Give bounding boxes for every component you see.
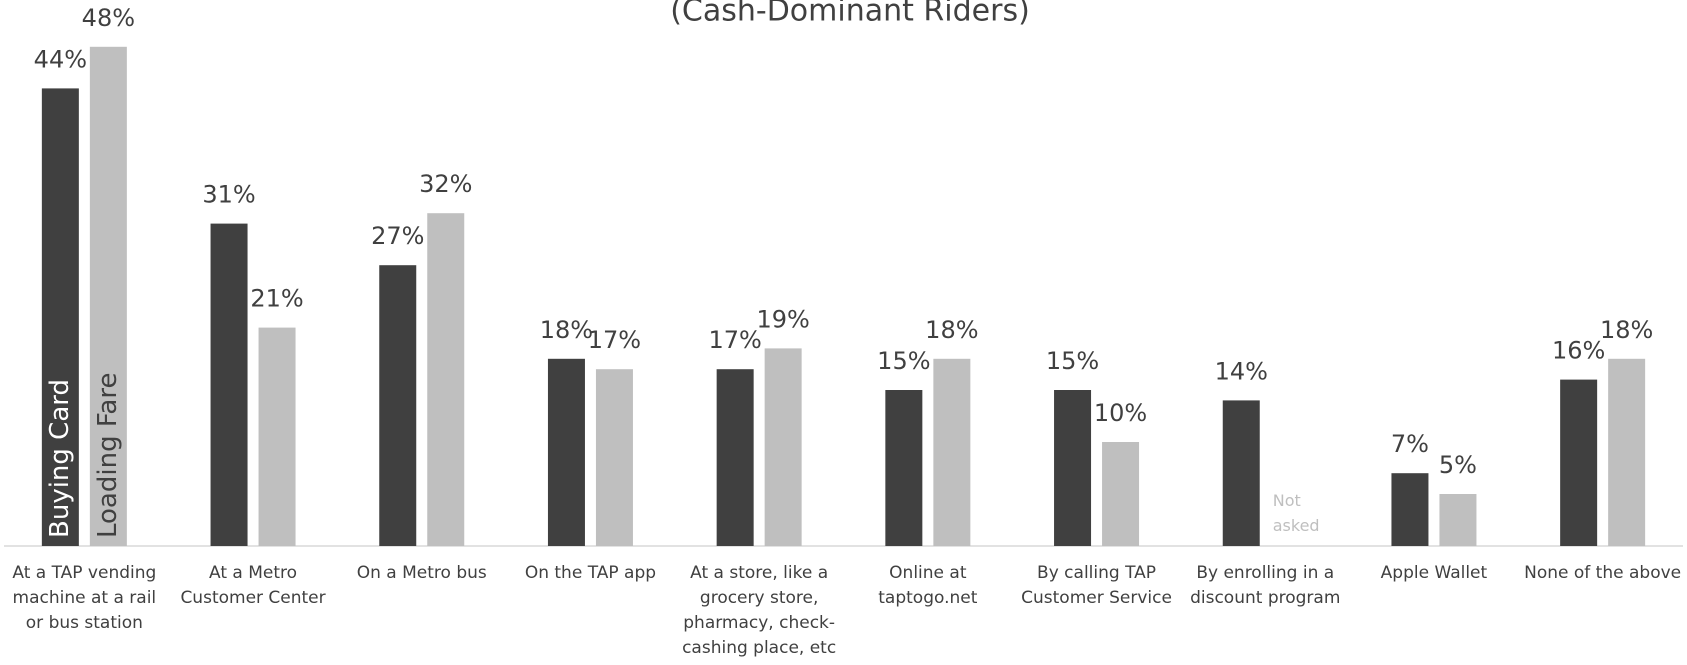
data-label: 18% [1600, 316, 1653, 344]
bar [933, 358, 971, 546]
data-label: 17% [588, 326, 641, 354]
x-tick-label: At a store, like a grocery store, pharma… [682, 563, 837, 658]
bar [716, 369, 754, 546]
data-label: 5% [1439, 451, 1477, 479]
data-label: 44% [34, 45, 87, 73]
annotation: Not asked [1272, 491, 1320, 535]
data-label: 31% [202, 181, 255, 209]
data-label: 19% [756, 305, 809, 333]
data-label: 48% [82, 4, 135, 32]
bar [885, 390, 923, 546]
bar [210, 223, 248, 546]
bar [1054, 390, 1092, 546]
bar [258, 327, 296, 546]
legend-label: Buying Card [45, 379, 75, 538]
bar [379, 265, 417, 546]
data-label: 15% [1046, 347, 1099, 375]
x-tick-label: Online at taptogo.net [878, 563, 978, 608]
data-label: 17% [708, 326, 761, 354]
bar [595, 369, 633, 546]
x-tick-label: By enrolling in a discount program [1190, 563, 1341, 608]
x-tick-label: At a TAP vending machine at a rail or bu… [12, 563, 157, 633]
data-label: 10% [1094, 399, 1147, 427]
bar [1560, 379, 1598, 546]
x-tick-label: At a Metro Customer Center [180, 563, 326, 608]
legend-label: Loading Fare [93, 373, 123, 538]
chart-title: (Cash-Dominant Riders) [670, 0, 1030, 29]
data-label: 27% [371, 222, 424, 250]
data-label: 15% [877, 347, 930, 375]
x-tick-label: By calling TAP Customer Service [1021, 563, 1172, 608]
data-label: 18% [925, 316, 978, 344]
x-tick-label: On a Metro bus [356, 563, 487, 583]
bar [764, 348, 802, 546]
x-tick-label: None of the above [1524, 563, 1682, 583]
bar [1102, 442, 1140, 546]
x-tick-label: On the TAP app [524, 563, 657, 583]
data-label: 18% [540, 316, 593, 344]
data-label: 7% [1391, 430, 1429, 458]
data-label: 21% [250, 285, 303, 313]
bar [1439, 494, 1477, 546]
bar [1608, 358, 1646, 546]
bar [41, 88, 79, 547]
data-label: 32% [419, 170, 472, 198]
bar [427, 213, 465, 546]
bar [1391, 473, 1429, 546]
data-label: 16% [1552, 337, 1605, 365]
bar [547, 358, 585, 546]
bar [1222, 400, 1260, 546]
bar [89, 46, 127, 547]
x-tick-label: Apple Wallet [1380, 563, 1488, 583]
data-label: 14% [1215, 357, 1268, 385]
